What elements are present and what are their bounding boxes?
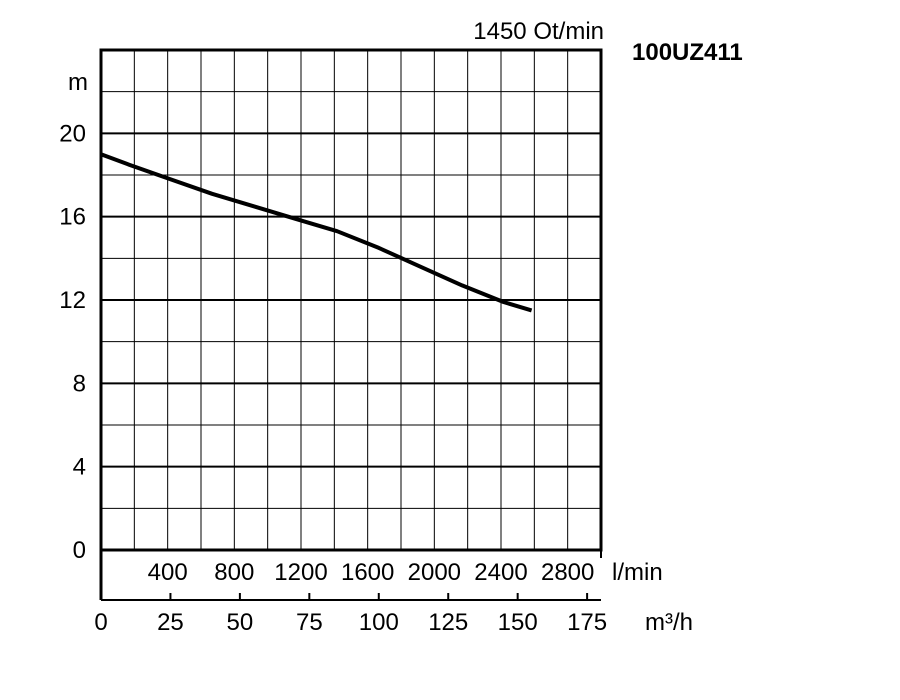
x-axis-label-lmin: l/min	[612, 559, 663, 586]
m3h-tick-label: 125	[428, 609, 468, 636]
m3h-tick-label: 50	[227, 609, 254, 636]
plot-border	[99, 48, 603, 552]
lmin-tick-label: 1600	[341, 559, 394, 586]
x-axis-label-m3h: m³/h	[645, 609, 693, 636]
chart-grid	[101, 50, 601, 550]
speed-label: 1450 Ot/min	[473, 18, 604, 45]
y-tick-labels: 0 4 8 12 16 20	[59, 120, 86, 564]
lmin-tick-label: 800	[214, 559, 254, 586]
m3h-tick-label: 25	[157, 609, 184, 636]
head-curve-line	[100, 152, 533, 313]
lmin-tick-label: 1200	[274, 559, 327, 586]
m3h-tick-label: 100	[359, 609, 399, 636]
m3h-tick-label: 150	[498, 609, 538, 636]
lmin-tick-labels: 400 800 1200 1600 2000 2400 2800	[148, 559, 595, 586]
m3h-tick-label: 0	[94, 609, 107, 636]
y-tick-label: 4	[73, 454, 86, 481]
lmin-tick-label: 400	[148, 559, 188, 586]
lmin-tick-label: 2800	[541, 559, 594, 586]
model-title: 100UZ411	[632, 39, 743, 66]
y-tick-label: 16	[59, 204, 86, 231]
lmin-tick-label: 2000	[408, 559, 461, 586]
y-tick-label: 0	[73, 537, 86, 564]
chart-frame	[99, 48, 603, 601]
m3h-tick-label: 75	[296, 609, 323, 636]
curve-layer	[100, 152, 533, 313]
y-tick-label: 8	[73, 370, 86, 397]
lmin-tick-label: 2400	[474, 559, 527, 586]
m3h-tick-label: 175	[567, 609, 607, 636]
y-tick-label: 12	[59, 287, 86, 314]
y-axis-label: m	[68, 69, 88, 96]
y-tick-label: 20	[59, 120, 86, 147]
m3h-tick-labels: 0 25 50 75 100 125 150 175	[94, 609, 607, 636]
